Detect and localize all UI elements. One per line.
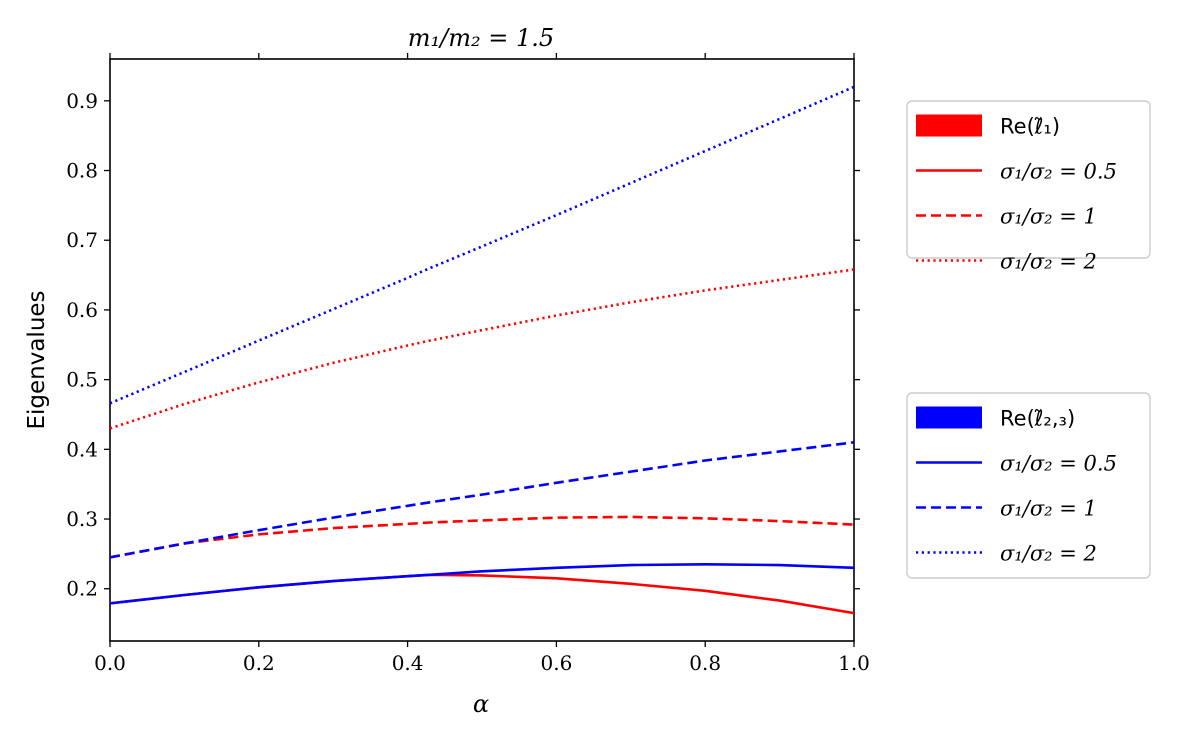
y-tick-label: 0.9 xyxy=(66,89,98,113)
legend-swatch xyxy=(916,114,982,137)
series-line-4 xyxy=(109,441,855,559)
y-tick-label: 0.3 xyxy=(66,507,98,531)
legend-entry-label: σ₁/σ₂ = 0.5 xyxy=(1000,452,1117,476)
legend-frame xyxy=(906,392,1151,579)
legend-entry-label: σ₁/σ₂ = 2 xyxy=(1000,542,1097,566)
legend-entry-label: σ₁/σ₂ = 0.5 xyxy=(1000,160,1117,184)
y-tick-label: 0.2 xyxy=(66,577,98,601)
legend-swatch xyxy=(916,406,982,429)
legend-entry-label: σ₁/σ₂ = 1 xyxy=(1000,497,1097,521)
y-tick-label: 0.7 xyxy=(66,228,98,252)
axis-ticks: 0.0 0.2 0.4 0.6 0.8 1.0 0.2 0.3 0.4 0.5 0.6 0.7 0.8 0… xyxy=(66,53,870,675)
legend-frame xyxy=(906,100,1151,259)
y-tick-label: 0.4 xyxy=(66,437,98,461)
y-tick-label: 0.6 xyxy=(66,298,98,322)
legend-header: Re(ℓ̃₂,₃) xyxy=(1000,407,1075,431)
series-line-3 xyxy=(109,563,855,605)
series-line-0 xyxy=(109,573,855,615)
y-tick-label: 0.5 xyxy=(66,368,98,392)
legend-2: Re(ℓ̃₂,₃) σ₁/σ₂ = 0.5 σ₁/σ₂ = 1 σ₁/σ₂ = 2 xyxy=(906,392,1151,579)
series-line-2 xyxy=(109,268,855,430)
x-tick-label: 0.8 xyxy=(689,651,721,675)
legends: Re(ℓ̃₁)σ₁/σ₂ = 0.5σ₁/σ₂ = 1σ₁/σ₂ = 2Re(ℓ… xyxy=(906,100,1151,579)
chart-title: m₁/m₂ = 1.5 xyxy=(408,24,554,52)
plot-area xyxy=(109,58,855,642)
y-axis-label: Eigenvalues xyxy=(24,290,50,429)
x-tick-label: 0.0 xyxy=(94,651,126,675)
series-line-5 xyxy=(109,85,855,405)
x-axis-label: α xyxy=(473,690,489,718)
legend-entry-label: σ₁/σ₂ = 1 xyxy=(1000,205,1097,229)
series-line-1 xyxy=(109,515,855,559)
legend-entry-label: σ₁/σ₂ = 2 xyxy=(1000,250,1097,274)
x-tick-label: 0.4 xyxy=(392,651,424,675)
series-layer xyxy=(109,85,855,615)
y-tick-label: 0.8 xyxy=(66,159,98,183)
x-tick-label: 1.0 xyxy=(838,651,870,675)
legend-1: Re(ℓ̃₁) σ₁/σ₂ = 0.5 σ₁/σ₂ = 1 σ₁/σ₂ = 2 xyxy=(906,100,1151,274)
x-tick-label: 0.2 xyxy=(243,651,275,675)
legend-header: Re(ℓ̃₁) xyxy=(1000,115,1060,139)
x-tick-label: 0.6 xyxy=(540,651,572,675)
